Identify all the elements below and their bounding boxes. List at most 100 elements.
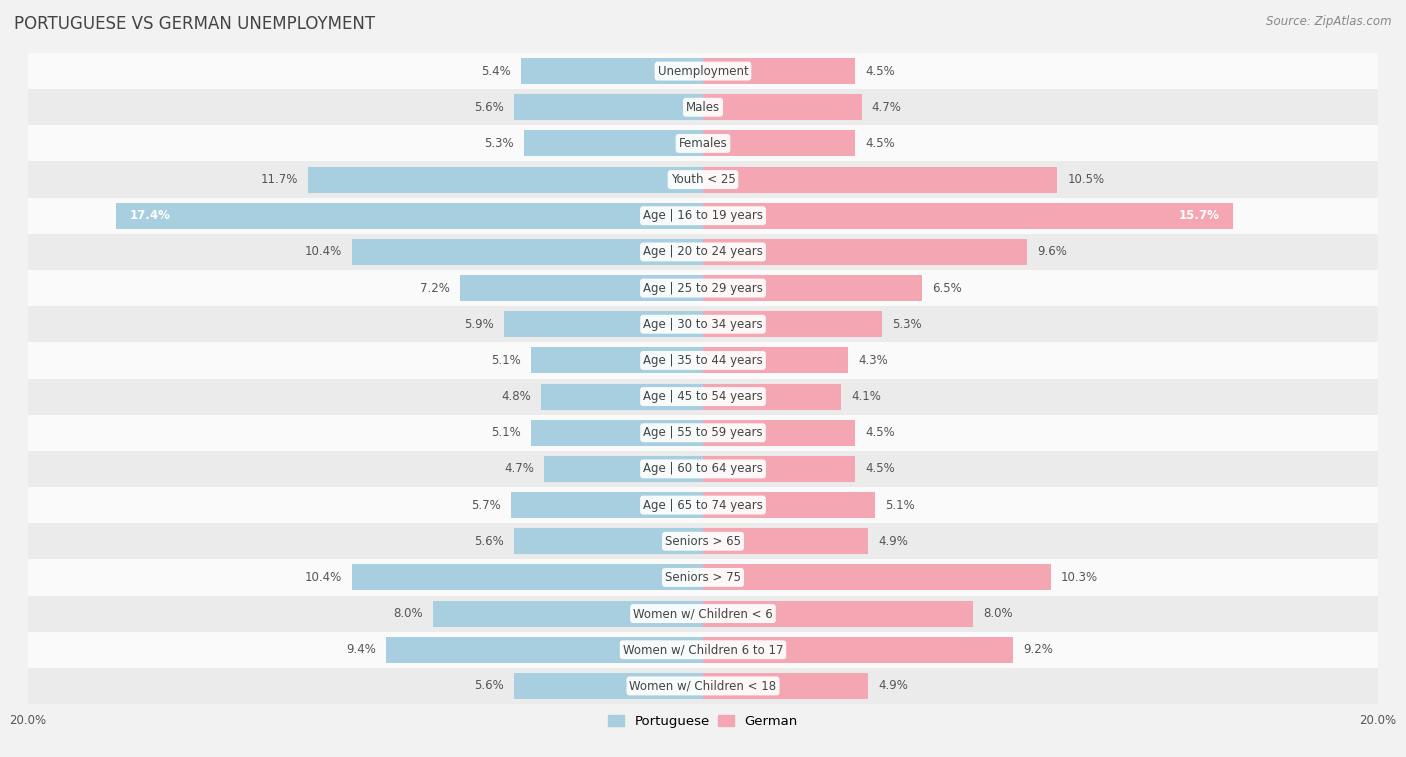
Text: Source: ZipAtlas.com: Source: ZipAtlas.com	[1267, 15, 1392, 28]
Text: 17.4%: 17.4%	[129, 209, 170, 223]
Text: 4.5%: 4.5%	[865, 137, 894, 150]
Text: 4.7%: 4.7%	[505, 463, 534, 475]
Bar	[28, 523, 1378, 559]
Text: Age | 65 to 74 years: Age | 65 to 74 years	[643, 499, 763, 512]
Text: 4.3%: 4.3%	[858, 354, 889, 367]
Text: 10.4%: 10.4%	[305, 571, 342, 584]
Text: 5.6%: 5.6%	[474, 101, 503, 114]
Bar	[28, 161, 1378, 198]
Bar	[28, 596, 1378, 631]
Bar	[352, 565, 703, 590]
Text: 7.2%: 7.2%	[420, 282, 450, 294]
Text: 4.9%: 4.9%	[879, 680, 908, 693]
Text: Youth < 25: Youth < 25	[671, 173, 735, 186]
Text: Unemployment: Unemployment	[658, 64, 748, 77]
Bar	[28, 270, 1378, 306]
Text: 8.0%: 8.0%	[983, 607, 1012, 620]
Text: 4.1%: 4.1%	[852, 390, 882, 403]
Bar	[703, 239, 1026, 265]
Bar	[28, 89, 1378, 126]
Bar	[503, 311, 703, 338]
Text: Age | 30 to 34 years: Age | 30 to 34 years	[643, 318, 763, 331]
Bar	[703, 130, 855, 157]
Bar	[28, 559, 1378, 596]
Text: Females: Females	[679, 137, 727, 150]
Text: Age | 16 to 19 years: Age | 16 to 19 years	[643, 209, 763, 223]
Text: 10.4%: 10.4%	[305, 245, 342, 258]
Bar	[541, 384, 703, 410]
Bar	[28, 198, 1378, 234]
Bar	[703, 528, 869, 554]
Text: 8.0%: 8.0%	[394, 607, 423, 620]
Bar	[703, 419, 855, 446]
Bar	[385, 637, 703, 663]
Bar	[115, 203, 703, 229]
Bar	[433, 600, 703, 627]
Bar	[703, 347, 848, 373]
Text: 4.5%: 4.5%	[865, 463, 894, 475]
Text: 9.6%: 9.6%	[1038, 245, 1067, 258]
Bar	[352, 239, 703, 265]
Bar	[28, 53, 1378, 89]
Bar	[703, 456, 855, 482]
Bar	[28, 631, 1378, 668]
Text: 5.3%: 5.3%	[891, 318, 921, 331]
Bar	[28, 668, 1378, 704]
Text: 15.7%: 15.7%	[1178, 209, 1219, 223]
Bar	[520, 58, 703, 84]
Bar	[28, 487, 1378, 523]
Text: 5.1%: 5.1%	[491, 426, 520, 439]
Bar	[28, 415, 1378, 451]
Text: 4.8%: 4.8%	[501, 390, 531, 403]
Bar	[531, 347, 703, 373]
Bar	[703, 275, 922, 301]
Text: 11.7%: 11.7%	[260, 173, 298, 186]
Bar	[28, 126, 1378, 161]
Text: Women w/ Children < 18: Women w/ Children < 18	[630, 680, 776, 693]
Text: Age | 60 to 64 years: Age | 60 to 64 years	[643, 463, 763, 475]
Text: 5.6%: 5.6%	[474, 534, 503, 548]
Text: Age | 45 to 54 years: Age | 45 to 54 years	[643, 390, 763, 403]
Text: 4.5%: 4.5%	[865, 426, 894, 439]
Text: 5.1%: 5.1%	[886, 499, 915, 512]
Bar	[28, 451, 1378, 487]
Bar	[524, 130, 703, 157]
Bar	[28, 306, 1378, 342]
Text: Women w/ Children 6 to 17: Women w/ Children 6 to 17	[623, 643, 783, 656]
Text: 5.1%: 5.1%	[491, 354, 520, 367]
Text: 4.9%: 4.9%	[879, 534, 908, 548]
Bar	[703, 311, 882, 338]
Bar	[28, 234, 1378, 270]
Text: 5.4%: 5.4%	[481, 64, 510, 77]
Text: Age | 55 to 59 years: Age | 55 to 59 years	[643, 426, 763, 439]
Bar	[531, 419, 703, 446]
Text: Seniors > 75: Seniors > 75	[665, 571, 741, 584]
Bar	[510, 492, 703, 518]
Bar	[460, 275, 703, 301]
Bar	[703, 565, 1050, 590]
Legend: Portuguese, German: Portuguese, German	[603, 709, 803, 734]
Text: 4.5%: 4.5%	[865, 64, 894, 77]
Bar	[515, 94, 703, 120]
Text: 5.3%: 5.3%	[485, 137, 515, 150]
Text: 4.7%: 4.7%	[872, 101, 901, 114]
Text: Women w/ Children < 6: Women w/ Children < 6	[633, 607, 773, 620]
Bar	[308, 167, 703, 192]
Text: PORTUGUESE VS GERMAN UNEMPLOYMENT: PORTUGUESE VS GERMAN UNEMPLOYMENT	[14, 15, 375, 33]
Bar	[703, 673, 869, 699]
Text: 10.5%: 10.5%	[1067, 173, 1105, 186]
Text: 9.4%: 9.4%	[346, 643, 375, 656]
Bar	[703, 58, 855, 84]
Bar	[515, 673, 703, 699]
Bar	[703, 384, 841, 410]
Bar	[515, 528, 703, 554]
Bar	[703, 492, 875, 518]
Text: 5.6%: 5.6%	[474, 680, 503, 693]
Bar	[703, 167, 1057, 192]
Bar	[28, 342, 1378, 378]
Text: 9.2%: 9.2%	[1024, 643, 1053, 656]
Text: 5.7%: 5.7%	[471, 499, 501, 512]
Bar	[544, 456, 703, 482]
Text: 6.5%: 6.5%	[932, 282, 962, 294]
Bar	[703, 637, 1014, 663]
